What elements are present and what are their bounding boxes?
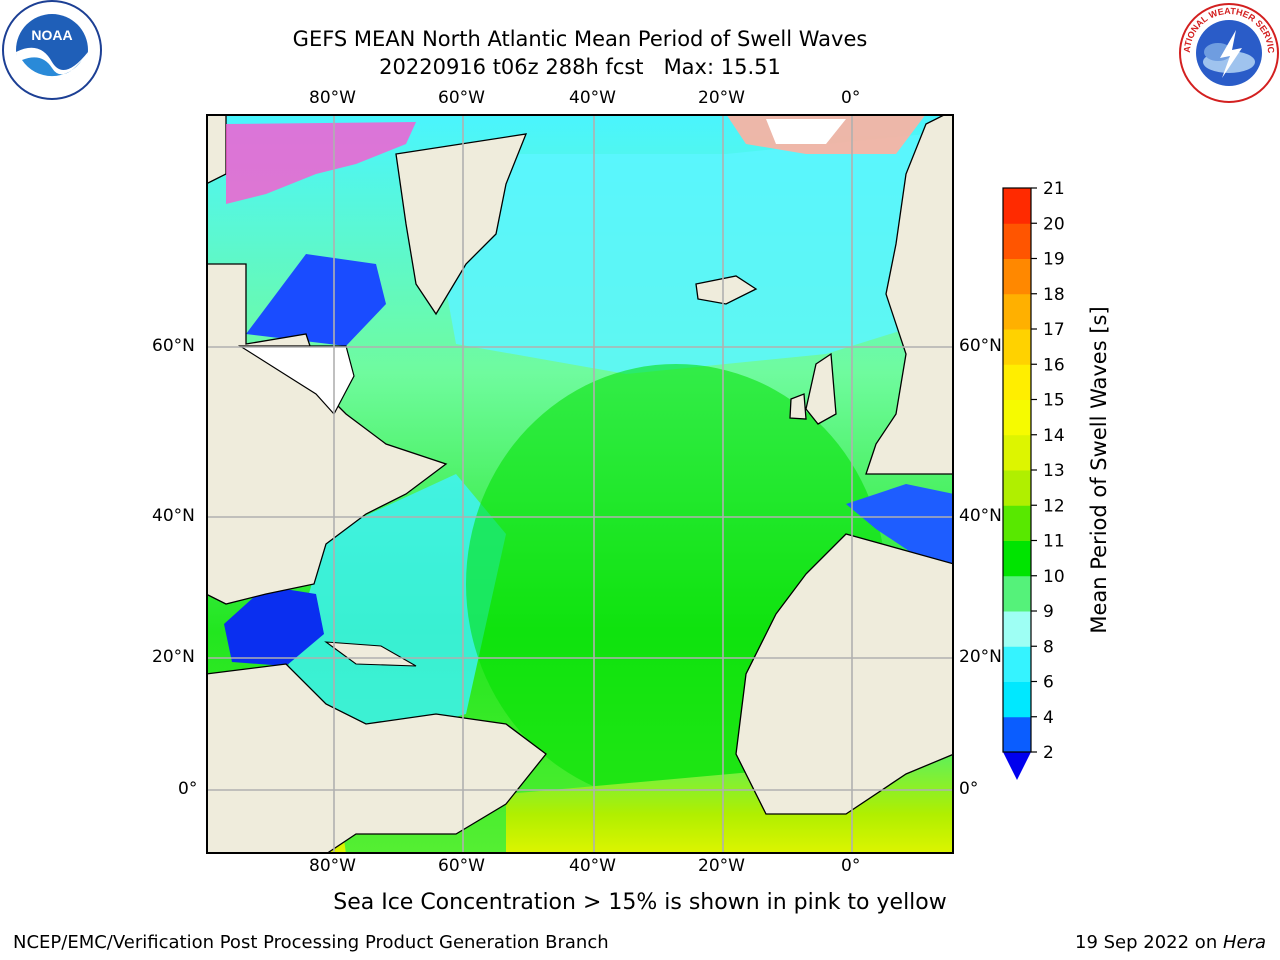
colorbar-tick-label: 12	[1043, 496, 1065, 516]
colorbar-segment	[1003, 188, 1031, 224]
south-america-land	[206, 663, 547, 854]
colorbar-tick-label: 10	[1043, 567, 1065, 587]
sea-ice-west	[226, 122, 416, 204]
colorbar-tick-label: 4	[1043, 708, 1054, 728]
gulf-of-mexico	[224, 586, 324, 666]
colorbar-segment	[1003, 646, 1031, 682]
colorbar-segment	[1003, 716, 1031, 753]
colorbar-tick-label: 9	[1043, 602, 1054, 622]
lon-label-top-0: 0°	[841, 88, 861, 108]
lon-label-bottom-20w: 20°W	[698, 856, 745, 876]
lat-label-left-0: 0°	[178, 779, 198, 799]
colorbar-segment	[1003, 223, 1031, 259]
lat-label-right-0: 0°	[959, 779, 979, 799]
hudson-bay	[246, 254, 386, 346]
footer-machine: Hera	[1222, 932, 1266, 953]
lon-label-top-20w: 20°W	[698, 88, 745, 108]
map-panel	[206, 114, 954, 854]
sea-ice-full-cover	[766, 119, 846, 144]
colorbar-segment	[1003, 505, 1031, 541]
lon-label-bottom-40w: 40°W	[569, 856, 616, 876]
lat-label-left-40n: 40°N	[152, 506, 195, 526]
colorbar-segment	[1003, 258, 1031, 295]
colorbar-tick-label: 19	[1043, 250, 1065, 270]
colorbar-segment	[1003, 399, 1031, 436]
colorbar-segment	[1003, 293, 1031, 330]
africa-land	[735, 533, 954, 815]
colorbar-tick-label: 13	[1043, 461, 1065, 481]
lat-label-right-60n: 60°N	[959, 336, 1002, 356]
colorbar-segment	[1003, 681, 1031, 718]
lon-label-top-40w: 40°W	[569, 88, 616, 108]
lat-label-right-20n: 20°N	[959, 647, 1002, 667]
noaa-logo-icon: NOAA	[2, 0, 102, 100]
colorbar-tick-label: 6	[1043, 673, 1054, 693]
colorbar-segment	[1003, 434, 1031, 471]
mediterranean	[846, 484, 954, 564]
colorbar-tick-label: 16	[1043, 355, 1065, 375]
lon-label-bottom-80w: 80°W	[309, 856, 356, 876]
colorbar-segments	[1003, 188, 1031, 753]
colorbar-tick-label: 11	[1043, 532, 1065, 552]
lat-label-left-60n: 60°N	[152, 336, 195, 356]
colorbar-tick-label: 20	[1043, 214, 1065, 234]
lon-label-top-80w: 80°W	[309, 88, 356, 108]
colorbar-ticks: 2 4 6 8 9 10 11 12 13 14 15 16 17 18 19 20 21	[1031, 180, 1065, 763]
colorbar-tick-label: 8	[1043, 637, 1054, 657]
map-title: GEFS MEAN North Atlantic Mean Period of …	[292, 27, 868, 51]
colorbar-tick-label: 14	[1043, 426, 1065, 446]
colorbar-tick-label: 21	[1043, 180, 1065, 199]
lon-label-top-60w: 60°W	[438, 88, 485, 108]
north-atlantic-swell	[436, 134, 954, 374]
lat-label-right-40n: 40°N	[959, 506, 1002, 526]
greenland-land	[395, 133, 528, 316]
colorbar-segment	[1003, 540, 1031, 577]
europe-land	[865, 114, 954, 475]
map-border	[206, 114, 954, 854]
colorbar-under-arrow	[1003, 752, 1031, 780]
svg-text:NOAA: NOAA	[31, 27, 72, 43]
western-coastal-swell	[286, 474, 506, 754]
colorbar-segment	[1003, 364, 1031, 400]
british-isles-land	[789, 352, 837, 425]
colorbar-label: Mean Period of Swell Waves [s]	[1087, 306, 1111, 633]
colorbar-tick-label: 2	[1043, 743, 1054, 763]
no-data-region	[237, 345, 355, 416]
colorbar-segment	[1003, 329, 1031, 365]
lon-label-bottom-0: 0°	[841, 856, 861, 876]
colorbar-segment	[1003, 611, 1031, 647]
graticule	[206, 114, 954, 854]
footer-date-text: 19 Sep 2022 on	[1075, 932, 1223, 953]
forecast-info: 20220916 t06z 288h fcst Max: 15.51	[379, 55, 781, 79]
footer-date: 19 Sep 2022 on Hera	[1075, 932, 1266, 953]
iceland-land	[695, 275, 758, 305]
colorbar: 2 4 6 8 9 10 11 12 13 14 15 16 17 18 19 20 21 Mean Perio…	[1002, 180, 1111, 780]
colorbar-segment	[1003, 575, 1031, 612]
cuba-land	[324, 641, 417, 667]
colorbar-tick-label: 17	[1043, 320, 1065, 340]
colorbar-tick-label: 15	[1043, 391, 1065, 411]
nws-logo-icon: NATIONAL WEATHER SERVICE	[1178, 2, 1279, 103]
lon-label-bottom-60w: 60°W	[438, 856, 485, 876]
sea-ice-note: Sea Ice Concentration > 15% is shown in …	[333, 890, 947, 915]
footer-credit: NCEP/EMC/Verification Post Processing Pr…	[13, 932, 609, 953]
colorbar-segment	[1003, 470, 1031, 506]
colorbar-tick-label: 18	[1043, 285, 1065, 305]
lat-label-left-20n: 20°N	[152, 647, 195, 667]
